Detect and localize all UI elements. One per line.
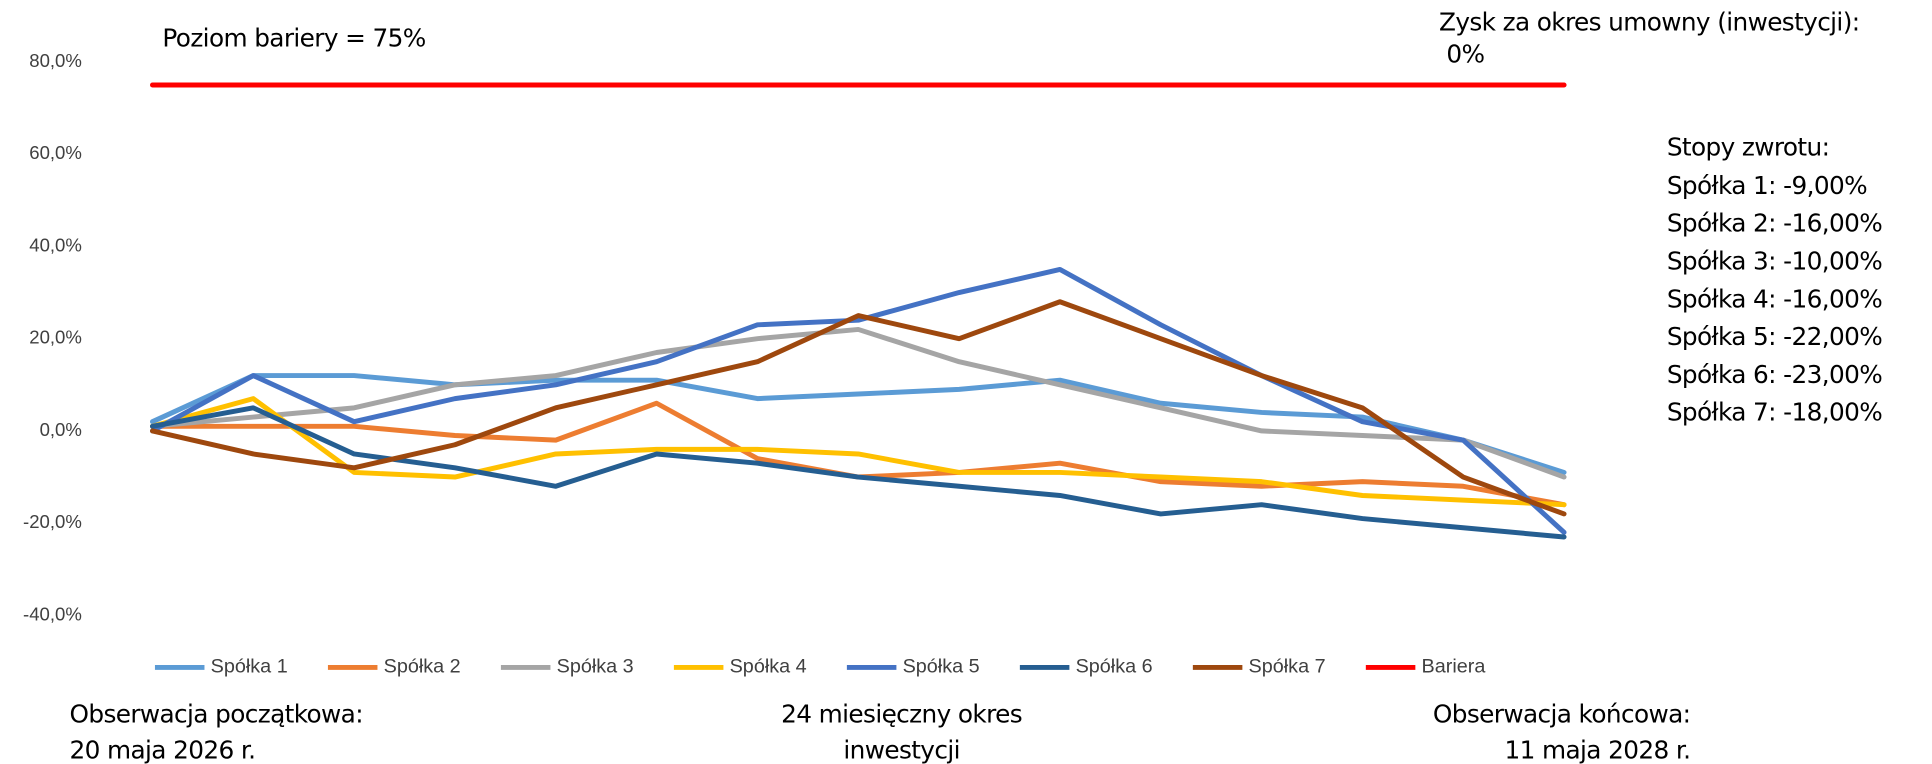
line-series — [149, 266, 1567, 535]
y-tick-label: -20,0% — [23, 511, 82, 532]
line-series — [149, 326, 1567, 480]
end-label: 11 maja 2028 r. — [1504, 736, 1690, 764]
y-tick-label: -40,0% — [23, 603, 82, 624]
start-label: Obserwacja początkowa: — [70, 700, 363, 729]
start-label: 20 maja 2026 r. — [70, 736, 256, 764]
line-series — [149, 373, 1567, 475]
y-tick-label: 20,0% — [29, 327, 82, 348]
legend-label: Spółka 1 — [211, 656, 288, 678]
barrier-label: Poziom bariery = 75% — [162, 24, 425, 53]
return-line: Spółka 1: -9,00% — [1667, 171, 1867, 200]
legend-label: Bariera — [1422, 656, 1487, 678]
profit-label: Zysk za okres umowny (inwestycji): — [1439, 8, 1859, 37]
y-tick-label: 80,0% — [29, 50, 82, 71]
profit-value: 0% — [1446, 40, 1484, 69]
legend-label: Spółka 5 — [903, 656, 980, 678]
legend-label: Spółka 7 — [1249, 656, 1326, 678]
period-label: inwestycji — [843, 736, 959, 764]
legend-label: Spółka 4 — [730, 656, 807, 678]
y-tick-label: 60,0% — [29, 142, 82, 163]
return-line: Spółka 4: -16,00% — [1667, 284, 1882, 313]
return-line: Spółka 7: -18,00% — [1667, 398, 1882, 427]
y-tick-label: 40,0% — [29, 234, 82, 255]
line-series — [149, 299, 1567, 517]
legend-label: Spółka 3 — [557, 656, 634, 678]
return-line: Spółka 2: -16,00% — [1667, 209, 1882, 238]
line-series — [149, 396, 1567, 508]
period-label: 24 miesięczny okres — [781, 700, 1022, 729]
y-tick-label: 0,0% — [40, 419, 82, 440]
return-line: Spółka 6: -23,00% — [1667, 360, 1882, 389]
legend-label: Spółka 2 — [384, 656, 461, 678]
return-line: Spółka 5: -22,00% — [1667, 322, 1882, 351]
returns-title: Stopy zwrotu: — [1667, 133, 1829, 162]
end-label: Obserwacja końcowa: — [1433, 700, 1690, 729]
legend-label: Spółka 6 — [1076, 656, 1153, 678]
return-line: Spółka 3: -10,00% — [1667, 247, 1882, 276]
